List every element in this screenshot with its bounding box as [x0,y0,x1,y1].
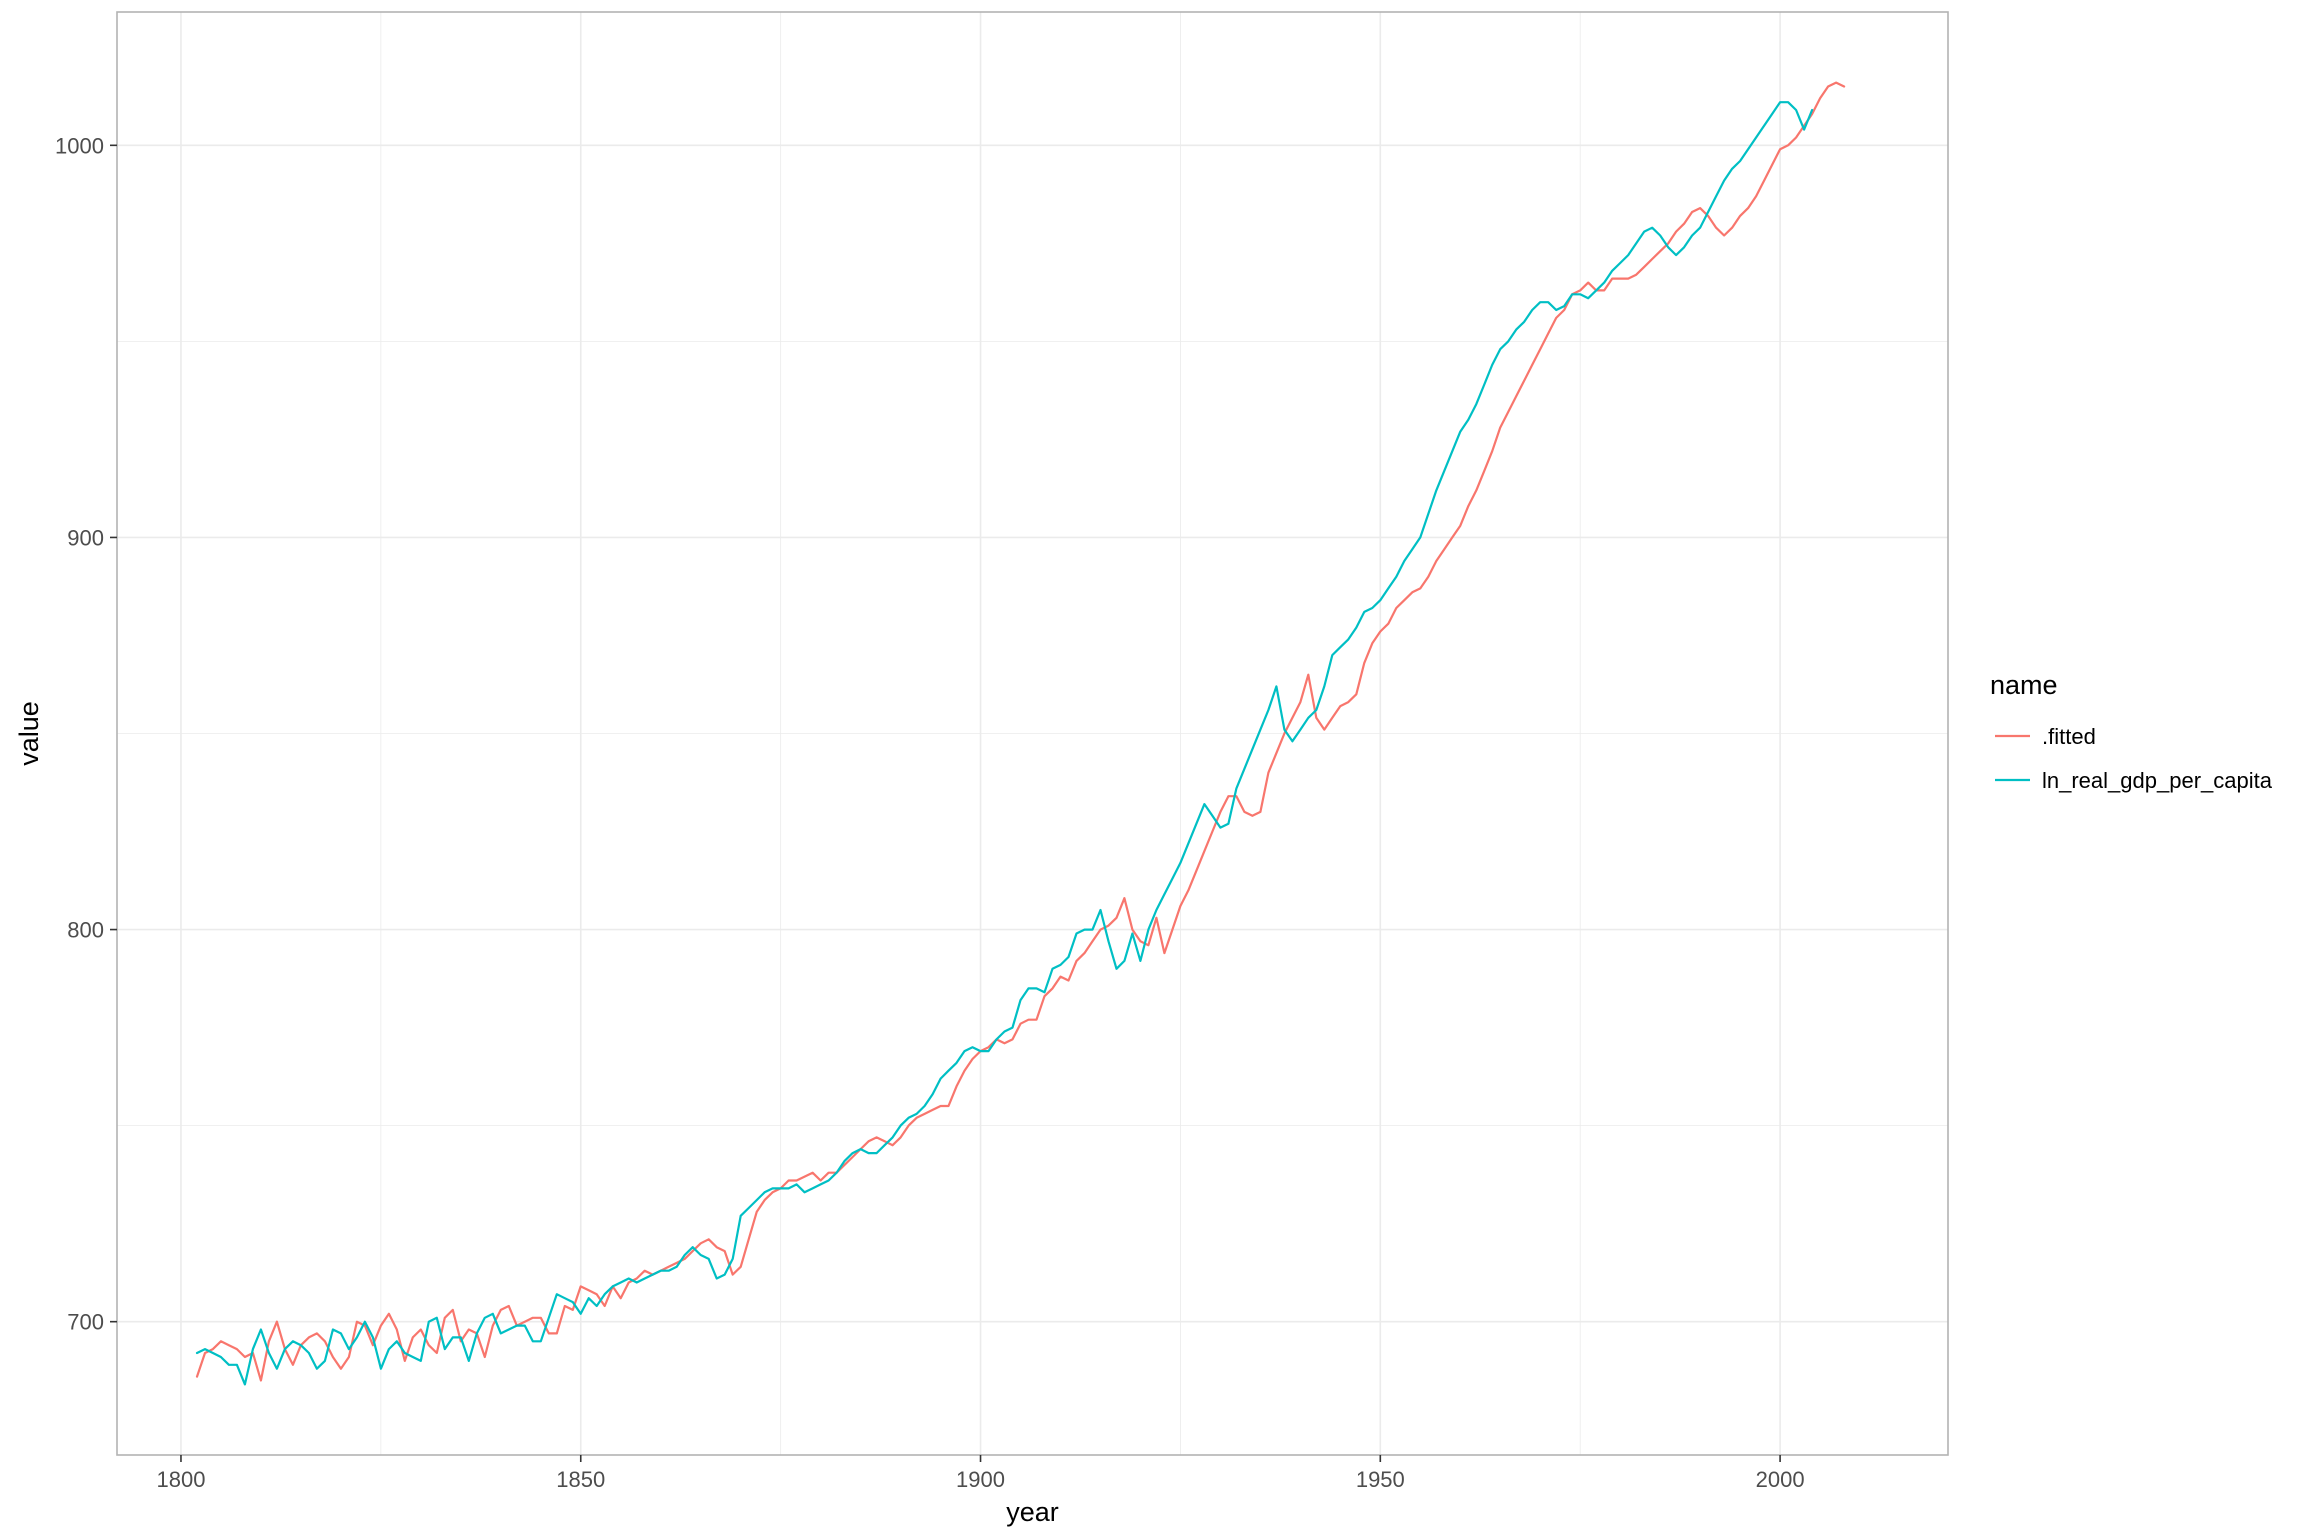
legend-items: .fitted ln_real_gdp_per_capita [1995,724,2273,793]
x-axis-title: year [1006,1497,1059,1527]
minor-gridlines [117,12,1948,1455]
x-tick-label: 1800 [156,1467,205,1492]
axis-ticks [110,144,1781,1462]
tick-labels: 1800 1850 1900 1950 2000 700 800 900 1000 [55,133,1805,1492]
x-tick-label: 1900 [956,1467,1005,1492]
legend-title: name [1990,670,2058,700]
major-gridlines [117,12,1948,1455]
y-tick-label: 1000 [55,133,104,158]
legend-item-label: .fitted [2042,724,2096,749]
y-tick-label: 700 [67,1310,104,1335]
panel-border [116,11,1949,1456]
y-tick-label: 900 [67,525,104,550]
x-tick-label: 2000 [1756,1467,1805,1492]
series-layer [195,81,1846,1386]
legend: name .fitted ln_real_gdp_per_capita [1990,670,2273,793]
legend-item-label: ln_real_gdp_per_capita [2042,768,2273,793]
y-tick-label: 800 [67,918,104,943]
x-tick-label: 1950 [1356,1467,1405,1492]
y-axis-title: value [14,701,44,766]
series-line-ln-real-gdp-per-capita [195,101,1814,1386]
x-tick-label: 1850 [556,1467,605,1492]
